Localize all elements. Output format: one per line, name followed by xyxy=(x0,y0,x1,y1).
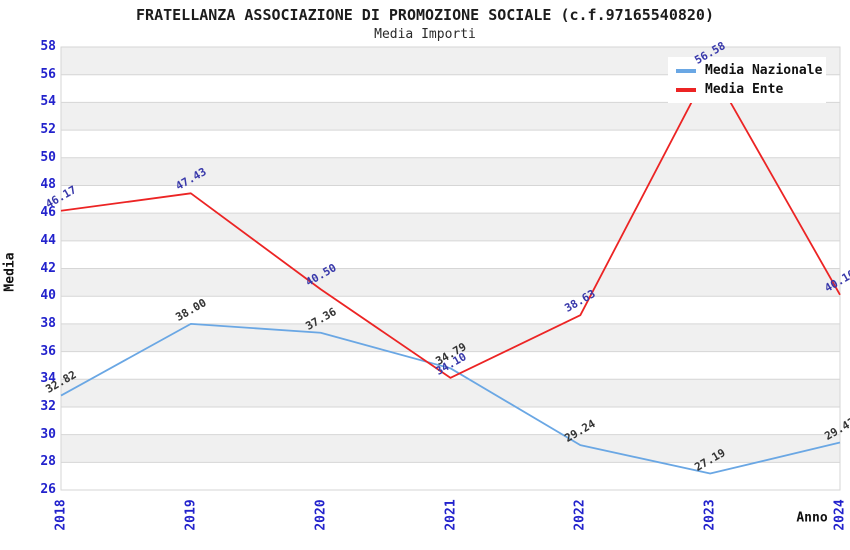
grid-band xyxy=(61,462,840,490)
chart-title: FRATELLANZA ASSOCIAZIONE DI PROMOZIONE S… xyxy=(136,6,714,24)
y-tick-label: 38 xyxy=(40,315,56,331)
grid-band xyxy=(61,379,840,407)
grid-band xyxy=(61,268,840,297)
legend-item-media-ente[interactable]: Media Ente xyxy=(676,80,826,99)
y-tick-label: 34 xyxy=(40,371,56,387)
y-tick-label: 50 xyxy=(40,149,56,165)
grid-band xyxy=(61,323,840,352)
x-tick-label: 2022 xyxy=(572,499,588,531)
x-tick-label: 2019 xyxy=(183,499,199,531)
x-axis-title: Anno xyxy=(796,510,828,526)
legend-label-media-ente: Media Ente xyxy=(705,82,784,97)
grid-band xyxy=(61,406,840,435)
plot-border xyxy=(60,46,841,491)
legend-label-media-nazionale: Media Nazionale xyxy=(705,63,823,78)
grid-band xyxy=(61,240,840,269)
y-tick-label: 30 xyxy=(40,426,56,442)
x-tick-label: 2023 xyxy=(702,499,718,531)
grid-band xyxy=(61,102,840,131)
legend: Media Nazionale Media Ente xyxy=(668,57,826,103)
x-tick-label: 2018 xyxy=(53,499,69,531)
y-tick-label: 48 xyxy=(40,177,56,193)
y-tick-label: 54 xyxy=(40,94,56,110)
y-tick-label: 28 xyxy=(40,454,56,470)
y-tick-label: 32 xyxy=(40,398,56,414)
chart-subtitle: Media Importi xyxy=(374,27,476,42)
grid-band xyxy=(61,213,840,241)
grid-band xyxy=(61,351,840,380)
y-tick-label: 58 xyxy=(40,39,56,54)
legend-item-media-nazionale[interactable]: Media Nazionale xyxy=(676,61,826,80)
y-tick-label: 26 xyxy=(40,482,56,497)
y-tick-label: 42 xyxy=(40,260,56,276)
x-tick-label: 2021 xyxy=(443,499,458,531)
x-tick-label: 2020 xyxy=(313,499,329,531)
grid-band xyxy=(61,296,840,324)
media-ente-line-swatch xyxy=(676,87,696,92)
series-line-media-nazionale xyxy=(60,322,841,475)
y-tick-label: 56 xyxy=(40,66,56,82)
y-tick-label: 44 xyxy=(40,232,56,248)
grid-band xyxy=(61,130,840,158)
grid-band xyxy=(61,157,840,186)
x-tick-label: 2024 xyxy=(832,499,848,531)
grid-band xyxy=(61,434,840,463)
y-tick-label: 40 xyxy=(40,288,56,304)
y-tick-label: 36 xyxy=(40,343,56,359)
grid-band xyxy=(61,185,840,214)
y-tick-label: 52 xyxy=(40,122,56,138)
media-nazionale-line-swatch xyxy=(676,68,696,73)
y-tick-label: 46 xyxy=(40,205,56,221)
